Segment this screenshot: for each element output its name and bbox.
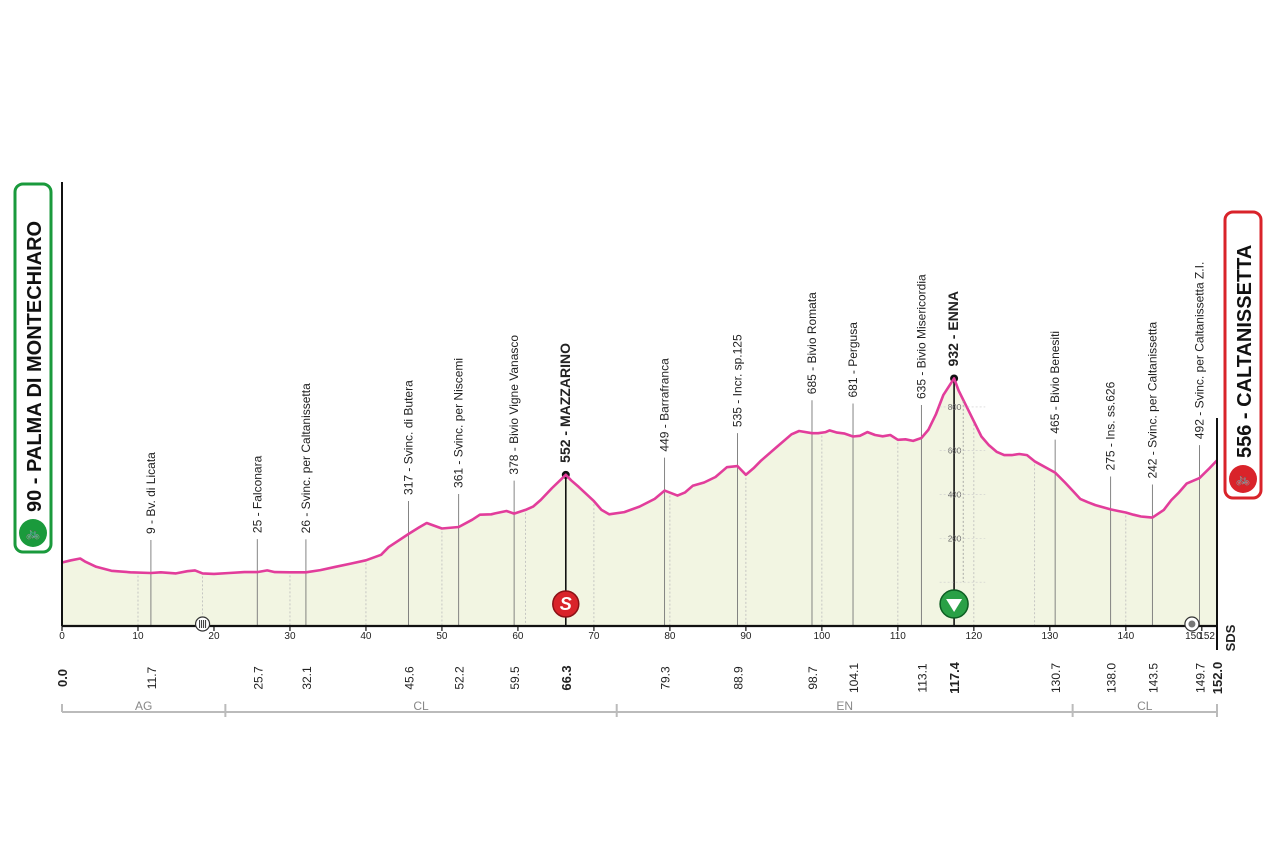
- x-tick-label: 20: [208, 631, 220, 642]
- waypoint-km-label: 11.7: [145, 666, 159, 689]
- waypoint-km-label: 88.9: [732, 666, 746, 690]
- province-band: AG CL EN CL: [61, 699, 1218, 717]
- x-tick-label: 100: [814, 631, 831, 642]
- x-tick-label: 10: [132, 631, 144, 642]
- y-tick-label: 200: [948, 534, 962, 543]
- waypoint-name: 635 - Bivio Misericordia: [914, 274, 928, 399]
- x-tick-label: 80: [664, 631, 676, 642]
- x-tick-label: 130: [1041, 631, 1058, 642]
- waypoint-name: 685 - Bivio Romata: [805, 292, 819, 394]
- waypoint-name: 552 - MAZZARINO: [557, 343, 573, 463]
- waypoint-km-label: 25.7: [251, 666, 265, 690]
- x-tick-label: 40: [360, 631, 372, 642]
- profile-area: [62, 378, 1217, 626]
- waypoint-name: 535 - Incr. sp.125: [731, 334, 745, 427]
- x-tick-label: 90: [740, 631, 752, 642]
- waypoint-km-label: 98.7: [806, 666, 820, 690]
- intermediate-sprint-icon: [194, 616, 211, 632]
- waypoint-labels: 9 - Bv. di Licata 25 - Falconara 26 - Svin…: [144, 262, 1207, 534]
- waypoint-km-label: 143.5: [1146, 663, 1160, 693]
- waypoint-km-label: 117.4: [947, 661, 962, 694]
- x-tick-label: 0: [59, 631, 65, 642]
- profile-series-line: [61, 377, 1218, 576]
- waypoint-guides: [137, 374, 1200, 626]
- sds-label: SDS: [1223, 624, 1238, 651]
- waypoint-name: 449 - Barrafranca: [658, 358, 672, 452]
- waypoint-name: 932 - ENNA: [945, 291, 961, 366]
- waypoint-name: 378 - Bivio Vigne Vanasco: [507, 335, 521, 475]
- finish-box: [1223, 210, 1263, 500]
- km-marker-dot-icon: [1188, 620, 1196, 628]
- y-axis: 200 400 600 800: [939, 400, 986, 583]
- x-tick-label: 120: [965, 631, 982, 642]
- waypoint-name: 275 - Ins. ss.626: [1104, 381, 1118, 470]
- start-finish-boxes: 🚲 90 - PALMA DI MONTECHIARO 🚲 556 - CALTANI…: [13, 182, 1263, 554]
- x-tick-label: 140: [1117, 631, 1134, 642]
- province-label: EN: [836, 699, 853, 713]
- waypoint-km-label: 138.0: [1105, 663, 1119, 693]
- waypoint-km-label: 79.3: [659, 666, 673, 690]
- x-tick-label: 70: [588, 631, 600, 642]
- profile-line: [61, 377, 1218, 576]
- province-label: CL: [1137, 699, 1153, 713]
- province-label: CL: [413, 699, 429, 713]
- start-bike-icon: [19, 519, 47, 547]
- x-axis: 0 10 20 30 40 50 60 70 80 90 100 110 120 130 140 150152…: [59, 182, 1238, 651]
- start-bike-icon-glyph: 🚲: [26, 526, 41, 540]
- waypoint-name: 492 - Svinc. per Caltanissetta Z.I.: [1193, 262, 1207, 439]
- start-box: [13, 182, 53, 554]
- x-tick-label: 110: [890, 631, 906, 642]
- waypoint-km-label: 152.0: [1210, 662, 1225, 695]
- sprint-s-icon: [552, 590, 580, 618]
- finish-bike-icon: [1229, 465, 1257, 493]
- waypoint-km-label: 149.7: [1194, 663, 1208, 693]
- waypoint-km-label: 52.2: [453, 666, 467, 690]
- y-tick-label: 600: [948, 447, 962, 456]
- sprint-s-letter: S: [560, 594, 572, 614]
- waypoint-km-label: 104.1: [847, 663, 861, 693]
- start-town-label: 90 - PALMA DI MONTECHIARO: [24, 221, 46, 512]
- waypoint-name: 681 - Pergusa: [846, 322, 860, 398]
- waypoint-km-label: 113.1: [915, 663, 929, 692]
- x-tick-label: 30: [284, 631, 296, 642]
- x-tick-label: 150: [1185, 631, 1202, 642]
- waypoint-km-label: 32.1: [300, 666, 314, 690]
- province-label: AG: [135, 699, 152, 713]
- x-tick-label: 60: [512, 631, 524, 642]
- waypoint-name: 26 - Svinc. per Caltanissetta: [299, 383, 313, 533]
- finish-bike-icon-glyph: 🚲: [1236, 472, 1251, 486]
- y-tick-label: 800: [948, 403, 962, 412]
- y-tick-label: 400: [948, 491, 962, 500]
- profile-fill: [62, 378, 1217, 626]
- waypoint-km-label: 130.7: [1049, 663, 1063, 693]
- waypoint-km-label: 66.3: [559, 665, 574, 690]
- gpm-triangle-icon: [946, 599, 963, 612]
- waypoint-name: 317 - Svinc. di Butera: [402, 380, 416, 495]
- waypoint-name: 361 - Svinc. per Niscemi: [452, 358, 466, 488]
- waypoint-name: 9 - Bv. di Licata: [144, 452, 158, 534]
- waypoint-name: 242 - Svinc. per Caltanissetta: [1145, 321, 1159, 478]
- waypoint-km-label: 45.6: [403, 666, 417, 690]
- waypoint-name: 465 - Bivio Benesiti: [1048, 331, 1062, 434]
- waypoint-km-label: 0.0: [55, 669, 70, 687]
- waypoint-name: 25 - Falconara: [250, 455, 264, 533]
- x-end-tick-label: 152: [1198, 631, 1215, 642]
- distance-labels: 0.0 11.7 25.7 32.1 45.6 52.2 59.5 66.3 79.3 88.9 9…: [55, 661, 1225, 694]
- finish-town-label: 556 - CALTANISSETTA: [1234, 245, 1256, 458]
- x-tick-label: 50: [436, 631, 448, 642]
- waypoint-km-label: 59.5: [508, 666, 522, 690]
- markers: S: [194, 589, 1200, 632]
